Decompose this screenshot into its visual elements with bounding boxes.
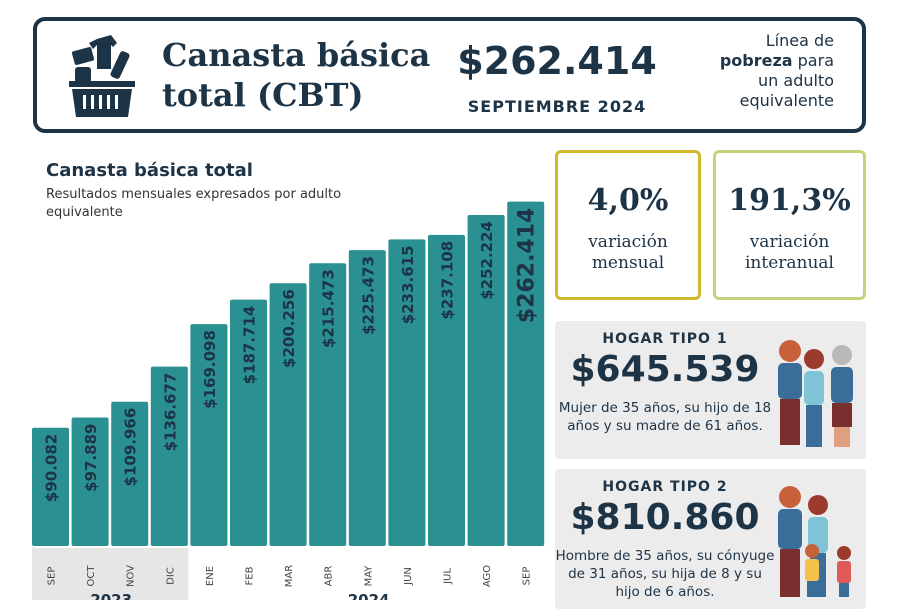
bar-mar-6 [269, 283, 307, 546]
tick-label: ABR [324, 566, 335, 587]
bar-sep-0 [32, 427, 69, 546]
title-line-2: total (CBT) [162, 76, 364, 114]
card-value: 4,0% [587, 183, 669, 218]
data-label: $262.414 [515, 208, 540, 324]
card-label: variación mensual [558, 232, 698, 274]
header-title: Canasta básica total (CBT) [162, 35, 430, 115]
data-label: $169.098 [201, 330, 219, 409]
bar-may-8 [348, 250, 386, 546]
household-price: $645.539 [570, 349, 760, 390]
data-label: $200.256 [280, 289, 298, 368]
data-label: $136.677 [161, 373, 179, 452]
bar-abr-7 [309, 263, 347, 546]
annual-variation-card: 191,3% variación interanual [713, 150, 866, 300]
data-label: $109.966 [122, 408, 140, 487]
data-label: $90.082 [43, 434, 61, 502]
household-type-2-panel: HOGAR TIPO 2 $810.860 Hombre de 35 años,… [555, 469, 866, 609]
monthly-variation-card: 4,0% variación mensual [555, 150, 701, 300]
household-title: HOGAR TIPO 1 [602, 331, 728, 347]
chart-subtitle: Resultados mensuales expresados por adul… [46, 187, 342, 220]
year-label: 2023 [90, 591, 132, 600]
cbt-month: SEPTIEMBRE 2024 [467, 97, 647, 116]
cbt-price: $262.414 [457, 39, 657, 83]
bar-jun-9 [388, 239, 426, 546]
bar-oct-1 [71, 417, 109, 546]
data-label: $215.473 [320, 269, 338, 348]
data-label: $233.615 [399, 245, 417, 324]
bar-sep-12 [507, 201, 545, 547]
card-label: variación interanual [716, 232, 863, 274]
data-label: $97.889 [82, 424, 100, 492]
household-type-1-panel: HOGAR TIPO 1 $645.539 Mujer de 35 años, … [555, 321, 866, 459]
bar-chart: $90.082 SEP $97.889 OCT $109.966 NOV $136.677 D… [32, 201, 545, 600]
note-line: equivalente [739, 91, 834, 110]
tick-label: SEP [47, 567, 58, 586]
label-line: variación [588, 232, 668, 252]
year-label: 2024 [348, 591, 390, 600]
tick-label: DIC [165, 567, 176, 585]
chart-title: Canasta básica total [46, 160, 253, 181]
data-label: $252.224 [478, 221, 496, 300]
note-line: pobreza para [684, 51, 834, 71]
bar-ene-4 [190, 324, 228, 546]
bar-feb-5 [230, 299, 267, 546]
note-rest: para [792, 51, 834, 70]
tick-label: FEB [245, 566, 256, 585]
tick-label: AGO [482, 565, 493, 587]
bar-dic-3 [150, 366, 188, 546]
tick-label: ENE [205, 566, 216, 586]
tick-label: MAR [284, 565, 295, 587]
tick-label: JUL [443, 568, 454, 585]
shopping-basket-icon [69, 35, 135, 117]
family-two-adults-two-kids-icon [778, 486, 851, 597]
year-band-2023 [32, 548, 189, 600]
family-three-adults-icon [778, 340, 853, 447]
tick-label: OCT [86, 565, 97, 587]
label-line: interanual [744, 253, 834, 273]
note-line: un adulto [758, 71, 834, 90]
card-value: 191,3% [728, 183, 851, 218]
household-price: $810.860 [570, 497, 760, 538]
bar-ago-11 [467, 215, 505, 546]
bar-nov-2 [111, 401, 149, 546]
tick-label: JUN [403, 567, 414, 586]
household-description: Mujer de 35 años, su hijo de 18 años y s… [558, 400, 772, 434]
label-line: variación [749, 232, 830, 252]
poverty-line-note: Línea de pobreza para un adulto equivale… [684, 31, 834, 111]
data-label: $237.108 [439, 241, 457, 320]
title-line-1: Canasta básica [162, 36, 431, 74]
bar-jul-10 [428, 234, 465, 546]
header-banner: Canasta básica total (CBT) $262.414 SEPT… [33, 17, 866, 133]
tick-label: SEP [522, 567, 533, 586]
note-line: Línea de [765, 31, 834, 50]
household-description: Hombre de 35 años, su cónyuge de 31 años… [555, 548, 775, 600]
note-bold: pobreza [719, 51, 793, 70]
tick-label: MAY [363, 565, 374, 587]
household-title: HOGAR TIPO 2 [602, 479, 728, 495]
label-line: mensual [591, 253, 665, 273]
data-label: $225.473 [359, 256, 377, 335]
data-label: $187.714 [241, 306, 259, 385]
tick-label: NOV [126, 565, 137, 587]
